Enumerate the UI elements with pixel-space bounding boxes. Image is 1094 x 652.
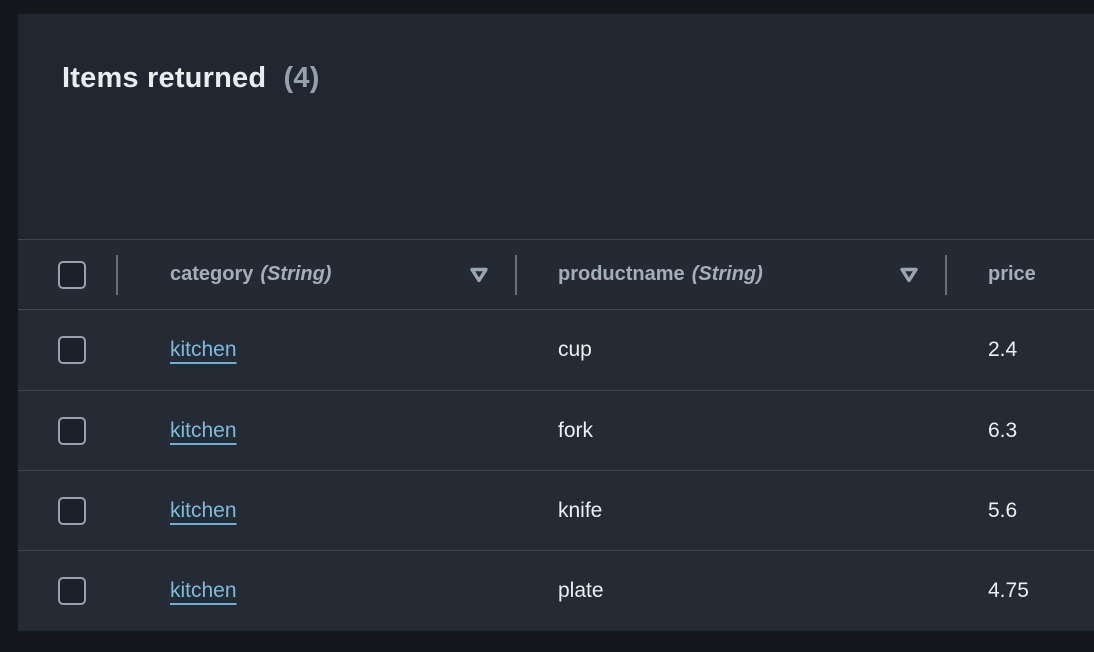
column-divider bbox=[515, 254, 517, 295]
row-checkbox-cell bbox=[18, 310, 117, 390]
category-cell: kitchen bbox=[117, 391, 516, 470]
productname-value: fork bbox=[558, 418, 594, 442]
column-type: (String) bbox=[260, 263, 332, 285]
sort-icon[interactable] bbox=[469, 266, 489, 283]
column-divider bbox=[116, 254, 118, 295]
page-title-text: Items returned bbox=[62, 62, 267, 94]
column-header-price[interactable]: price bbox=[945, 240, 1094, 309]
price-cell: 4.75 bbox=[946, 551, 1094, 630]
category-cell: kitchen bbox=[117, 471, 516, 550]
column-type: (String) bbox=[691, 263, 763, 285]
price-cell: 5.6 bbox=[946, 471, 1094, 550]
row-checkbox[interactable] bbox=[58, 336, 86, 364]
table-row: kitchen knife 5.6 bbox=[18, 470, 1094, 550]
header-checkbox-cell bbox=[18, 240, 117, 309]
page-title: Items returned (4) bbox=[62, 58, 1094, 98]
column-header-productname[interactable]: productname (String) bbox=[515, 240, 946, 309]
productname-cell: plate bbox=[516, 551, 946, 630]
sort-icon[interactable] bbox=[899, 266, 919, 283]
price-value: 6.3 bbox=[988, 418, 1018, 442]
productname-cell: cup bbox=[516, 310, 946, 390]
price-value: 5.6 bbox=[988, 498, 1018, 522]
row-checkbox[interactable] bbox=[58, 496, 86, 525]
table-row: kitchen cup 2.4 bbox=[18, 310, 1094, 390]
category-cell: kitchen bbox=[117, 310, 516, 390]
items-returned-panel: Items returned (4) category (String) bbox=[18, 14, 1094, 631]
items-table: category (String) productname (String) bbox=[18, 239, 1094, 630]
productname-cell: knife bbox=[516, 471, 946, 550]
row-checkbox[interactable] bbox=[58, 416, 86, 445]
row-checkbox[interactable] bbox=[58, 576, 86, 605]
price-cell: 6.3 bbox=[946, 391, 1094, 470]
column-name: category bbox=[170, 263, 254, 285]
category-link[interactable]: kitchen bbox=[170, 578, 237, 602]
price-value: 2.4 bbox=[988, 338, 1018, 361]
price-value: 4.75 bbox=[988, 578, 1029, 602]
productname-cell: fork bbox=[516, 391, 946, 470]
category-link[interactable]: kitchen bbox=[170, 338, 237, 361]
column-divider bbox=[945, 254, 947, 295]
productname-value: knife bbox=[558, 498, 603, 522]
panel-header: Items returned (4) bbox=[18, 14, 1094, 239]
category-link[interactable]: kitchen bbox=[170, 498, 237, 522]
column-name: productname bbox=[558, 263, 685, 285]
table-header-row: category (String) productname (String) bbox=[18, 239, 1094, 310]
row-checkbox-cell bbox=[18, 391, 117, 470]
category-cell: kitchen bbox=[117, 551, 516, 630]
column-name: price bbox=[988, 263, 1036, 285]
category-link[interactable]: kitchen bbox=[170, 418, 237, 442]
items-count-badge: (4) bbox=[283, 62, 320, 94]
price-cell: 2.4 bbox=[946, 310, 1094, 390]
column-header-category[interactable]: category (String) bbox=[116, 240, 516, 309]
row-checkbox-cell bbox=[18, 471, 117, 550]
select-all-checkbox[interactable] bbox=[58, 260, 86, 289]
table-row: kitchen fork 6.3 bbox=[18, 390, 1094, 470]
table-row: kitchen plate 4.75 bbox=[18, 550, 1094, 630]
row-checkbox-cell bbox=[18, 551, 117, 630]
productname-value: plate bbox=[558, 578, 604, 602]
productname-value: cup bbox=[558, 338, 592, 361]
